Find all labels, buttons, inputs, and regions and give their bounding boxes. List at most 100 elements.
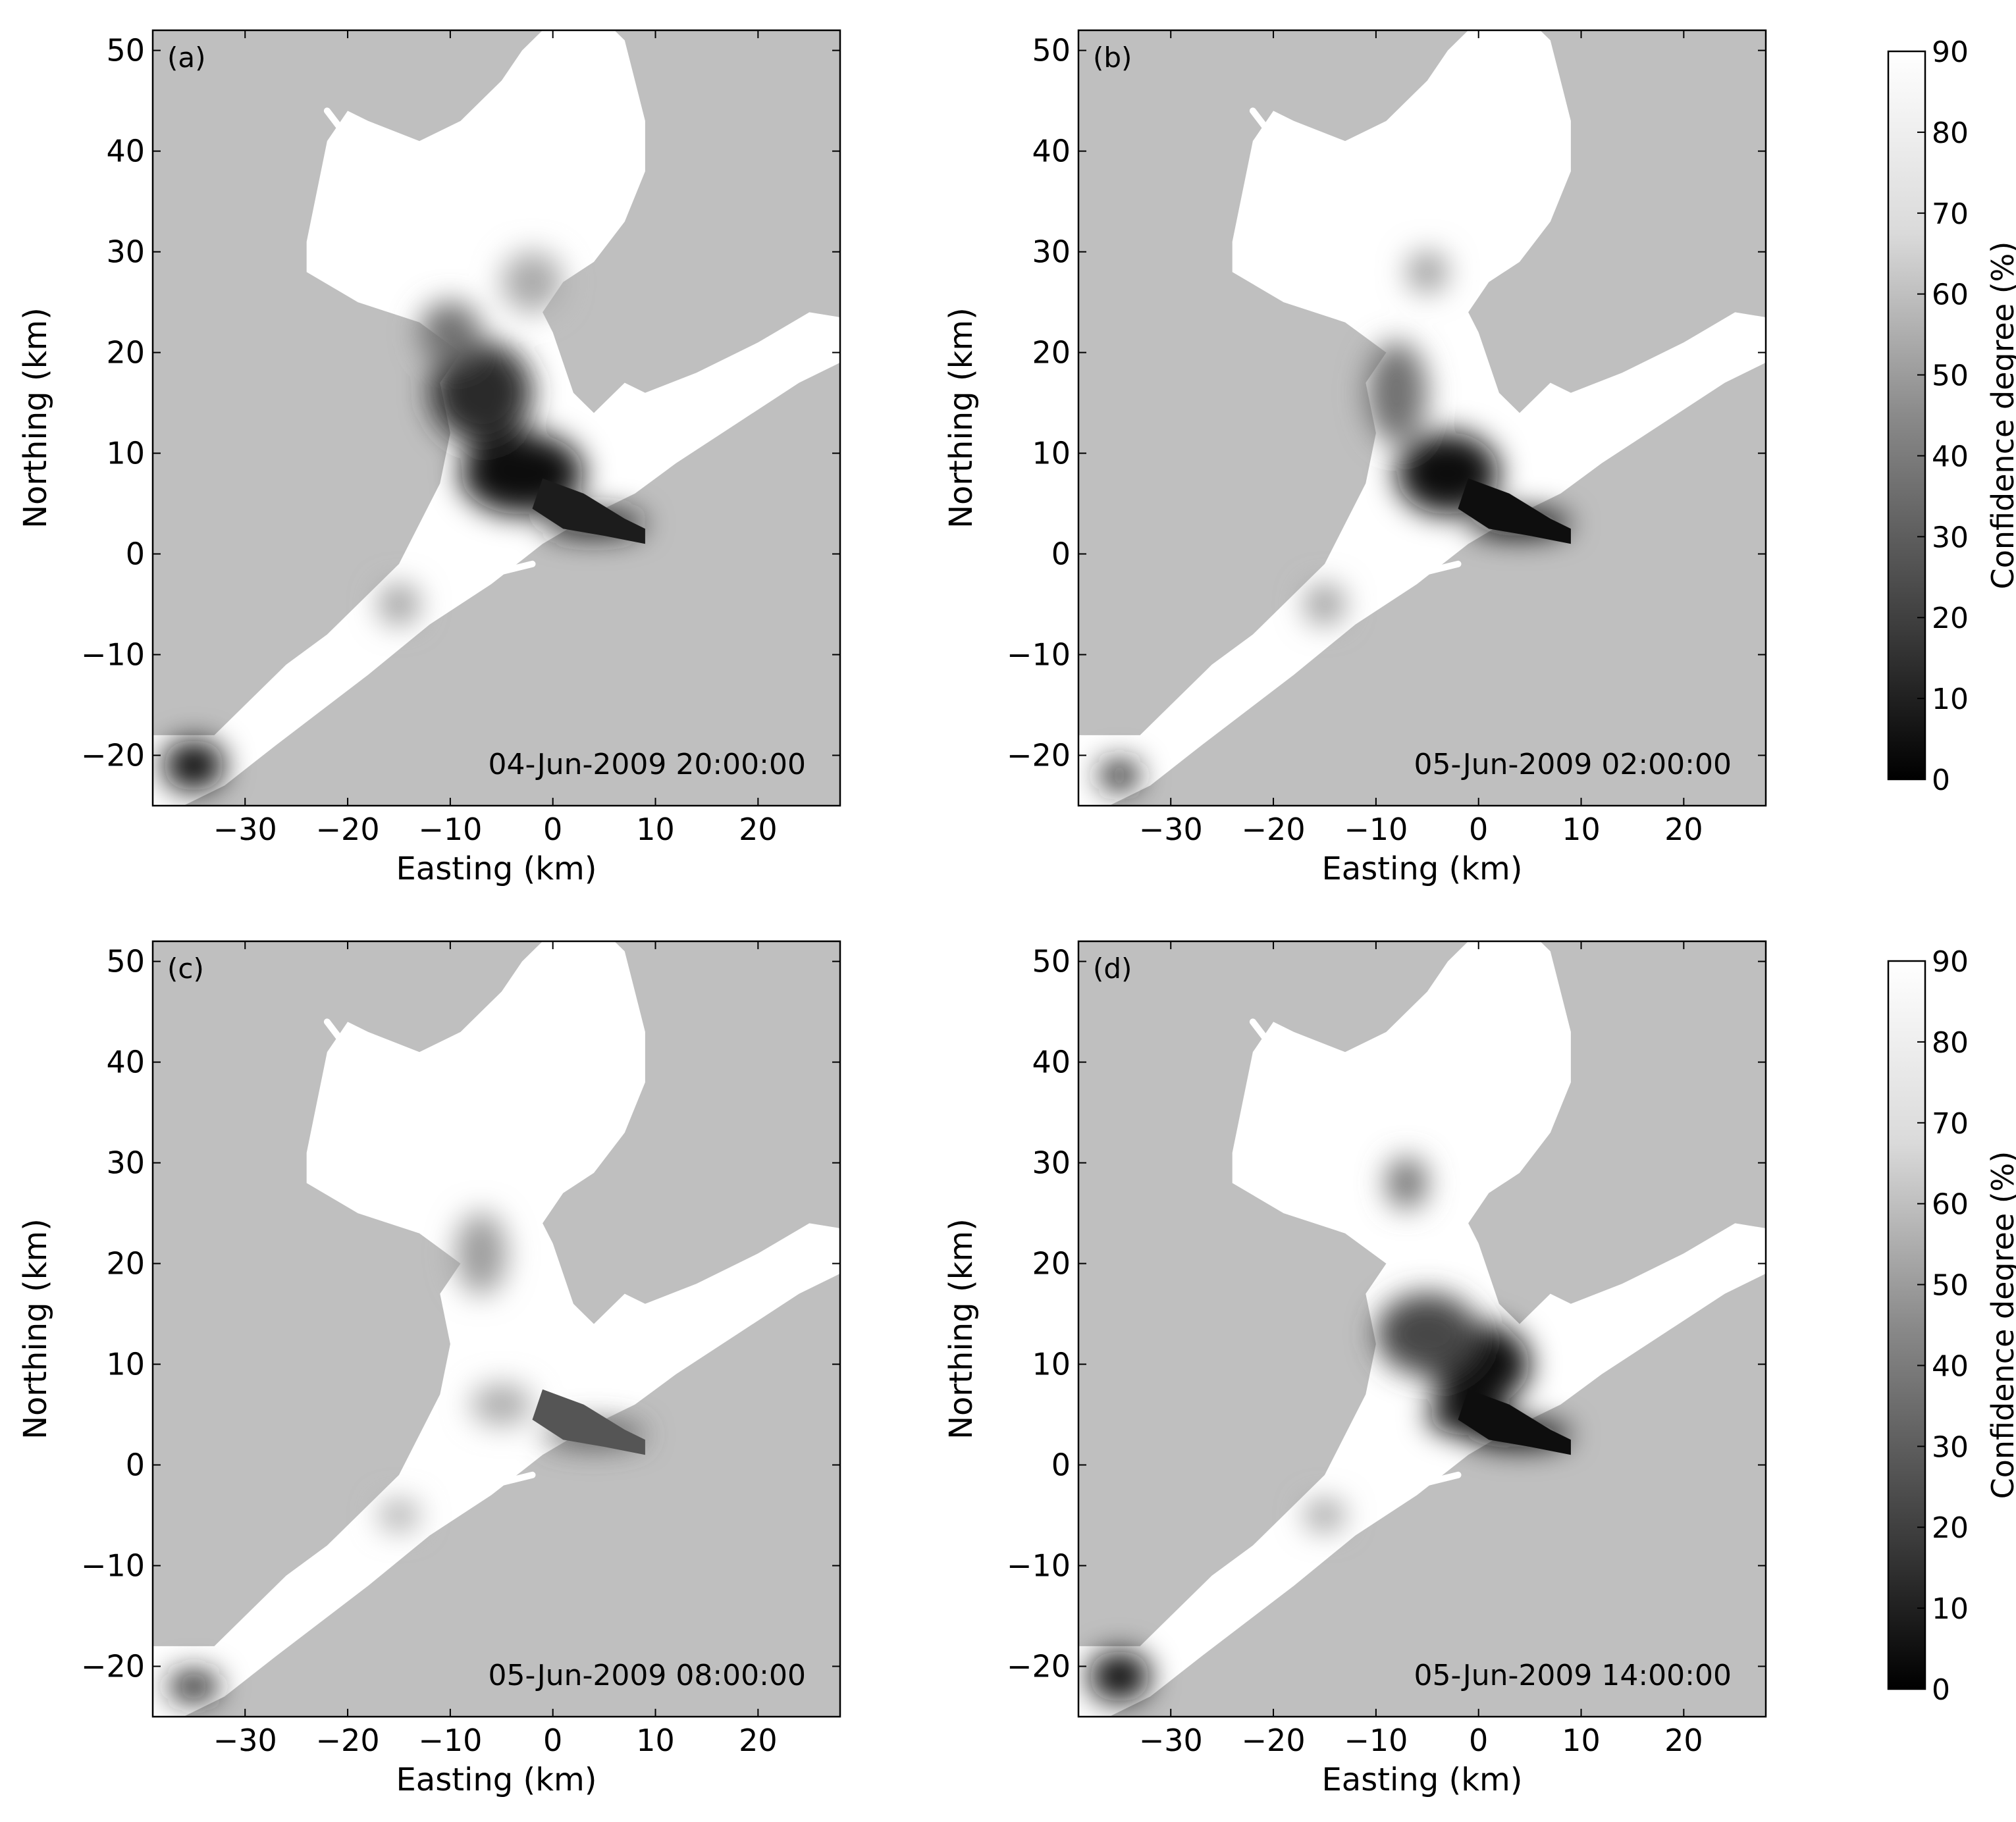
water-body (153, 941, 840, 1717)
confidence-zone (1304, 1499, 1346, 1531)
confidence-zone (1375, 1293, 1479, 1375)
y-tick-label: −20 (81, 738, 145, 773)
inlet-channel (1458, 478, 1571, 544)
axes-frame (151, 940, 841, 1718)
colorbar-tick-label: 70 (1932, 197, 1969, 231)
panel-label: (b) (1093, 41, 1132, 74)
colorbar-tick-label: 10 (1932, 683, 1969, 716)
colorbar-tick-label: 80 (1932, 117, 1969, 150)
x-axis-label: Easting (km) (396, 1761, 597, 1798)
y-tick-label: −10 (1007, 1548, 1071, 1584)
colorbar-tick-label: 30 (1932, 521, 1969, 554)
confidence-zone (378, 1499, 420, 1531)
map-area (1078, 30, 1766, 806)
colorbar-tick-label: 60 (1932, 1188, 1969, 1222)
x-tick-label: 20 (739, 1723, 778, 1758)
x-tick-label: −10 (418, 1723, 482, 1758)
y-tick-label: 50 (106, 33, 145, 68)
x-tick-label: 0 (543, 812, 562, 847)
x-tick-label: −20 (1242, 812, 1306, 847)
water-channel (1249, 107, 1328, 185)
y-tick-label: −20 (81, 1649, 145, 1684)
confidence-zone (168, 1671, 220, 1702)
y-tick-label: 20 (1032, 335, 1071, 371)
x-tick-label: −20 (316, 1723, 380, 1758)
x-tick-label: 10 (1562, 812, 1601, 847)
colorbar-tick-label: 20 (1932, 602, 1969, 635)
confidence-zone (1099, 760, 1140, 791)
colorbar-label: Confidence degree (%) (1985, 1151, 2016, 1499)
y-tick-label: 50 (1032, 944, 1071, 979)
x-tick-label: −30 (1139, 812, 1203, 847)
x-tick-label: −20 (1242, 1723, 1306, 1758)
timestamp-label: 05-Jun-2009 08:00:00 (488, 1659, 806, 1692)
colorbar-tick-label: 70 (1932, 1107, 1969, 1141)
water-channel (323, 1018, 402, 1096)
water-channel (1331, 560, 1462, 608)
x-tick-label: −30 (1139, 1723, 1203, 1758)
water-channel (1249, 1018, 1328, 1096)
confidence-zone (419, 301, 481, 363)
panel-label: (d) (1093, 952, 1132, 985)
y-tick-label: 50 (106, 944, 145, 979)
x-tick-label: 0 (1469, 812, 1488, 847)
panel-a: −30 −20 −10 0 10 20 −20 −10 0 10 20 30 40 50 Easting (… (17, 29, 841, 887)
y-tick-label: 40 (1032, 1045, 1071, 1080)
x-tick-label: 10 (1562, 1723, 1601, 1758)
confidence-zone (1386, 1157, 1427, 1209)
inlet-channel (1458, 1389, 1571, 1455)
y-tick-label: 10 (106, 1347, 145, 1382)
axes-frame (1077, 940, 1767, 1718)
colorbar-label: Confidence degree (%) (1985, 242, 2016, 590)
timestamp-label: 04-Jun-2009 20:00:00 (488, 748, 806, 781)
y-axis-label: Northing (km) (943, 307, 980, 529)
y-tick-label: −10 (81, 1548, 145, 1584)
x-tick-label: 20 (739, 812, 778, 847)
map-area (1078, 941, 1766, 1717)
map-area (153, 30, 840, 806)
y-tick-label: 0 (126, 536, 145, 572)
x-tick-label: 20 (1664, 812, 1703, 847)
x-tick-label: 10 (636, 812, 675, 847)
colorbar-tick-label: 0 (1932, 764, 1950, 797)
x-tick-label: −30 (213, 812, 277, 847)
y-tick-label: −10 (81, 637, 145, 673)
colorbar-tick-label: 10 (1932, 1592, 1969, 1626)
confidence-zone (429, 341, 533, 444)
x-tick-label: 0 (1469, 1723, 1488, 1758)
colorbar-tick-label: 50 (1932, 359, 1969, 393)
x-tick-label: 20 (1664, 1723, 1703, 1758)
map-area (153, 941, 840, 1717)
y-tick-label: −20 (1007, 1649, 1071, 1684)
x-tick-label: −10 (1344, 1723, 1408, 1758)
y-axis-label: Northing (km) (17, 1218, 54, 1440)
x-tick-label: 0 (543, 1723, 562, 1758)
y-tick-label: 20 (106, 335, 145, 371)
y-tick-label: 40 (106, 134, 145, 169)
panel-label: (a) (167, 41, 206, 74)
y-tick-label: 40 (106, 1045, 145, 1080)
y-tick-label: 50 (1032, 33, 1071, 68)
water-channel (323, 107, 402, 185)
y-axis-label: Northing (km) (943, 1218, 980, 1440)
y-tick-label: 30 (1032, 234, 1071, 270)
colorbar-tick-label: 90 (1932, 36, 1969, 69)
confidence-field (1088, 1157, 1571, 1702)
colorbar-tick-label: 40 (1932, 440, 1969, 473)
y-tick-label: 30 (106, 1145, 145, 1181)
panel-label: (c) (167, 952, 204, 985)
x-tick-label: −10 (1344, 812, 1408, 847)
colorbar-tick-label: 50 (1932, 1269, 1969, 1303)
x-axis-label: Easting (km) (1321, 1761, 1522, 1798)
y-tick-label: −10 (1007, 637, 1071, 673)
y-tick-label: 30 (1032, 1145, 1071, 1181)
colorbar-1: 0 10 20 30 40 50 60 70 80 90 Confidence degree (%) (1887, 36, 2016, 797)
x-tick-label: 10 (636, 1723, 675, 1758)
x-tick-label: −20 (316, 812, 380, 847)
y-tick-label: 30 (106, 234, 145, 270)
y-tick-label: 20 (106, 1246, 145, 1282)
confidence-zone (471, 1384, 533, 1425)
water-channel (1331, 1471, 1462, 1519)
confidence-zone (378, 583, 420, 625)
